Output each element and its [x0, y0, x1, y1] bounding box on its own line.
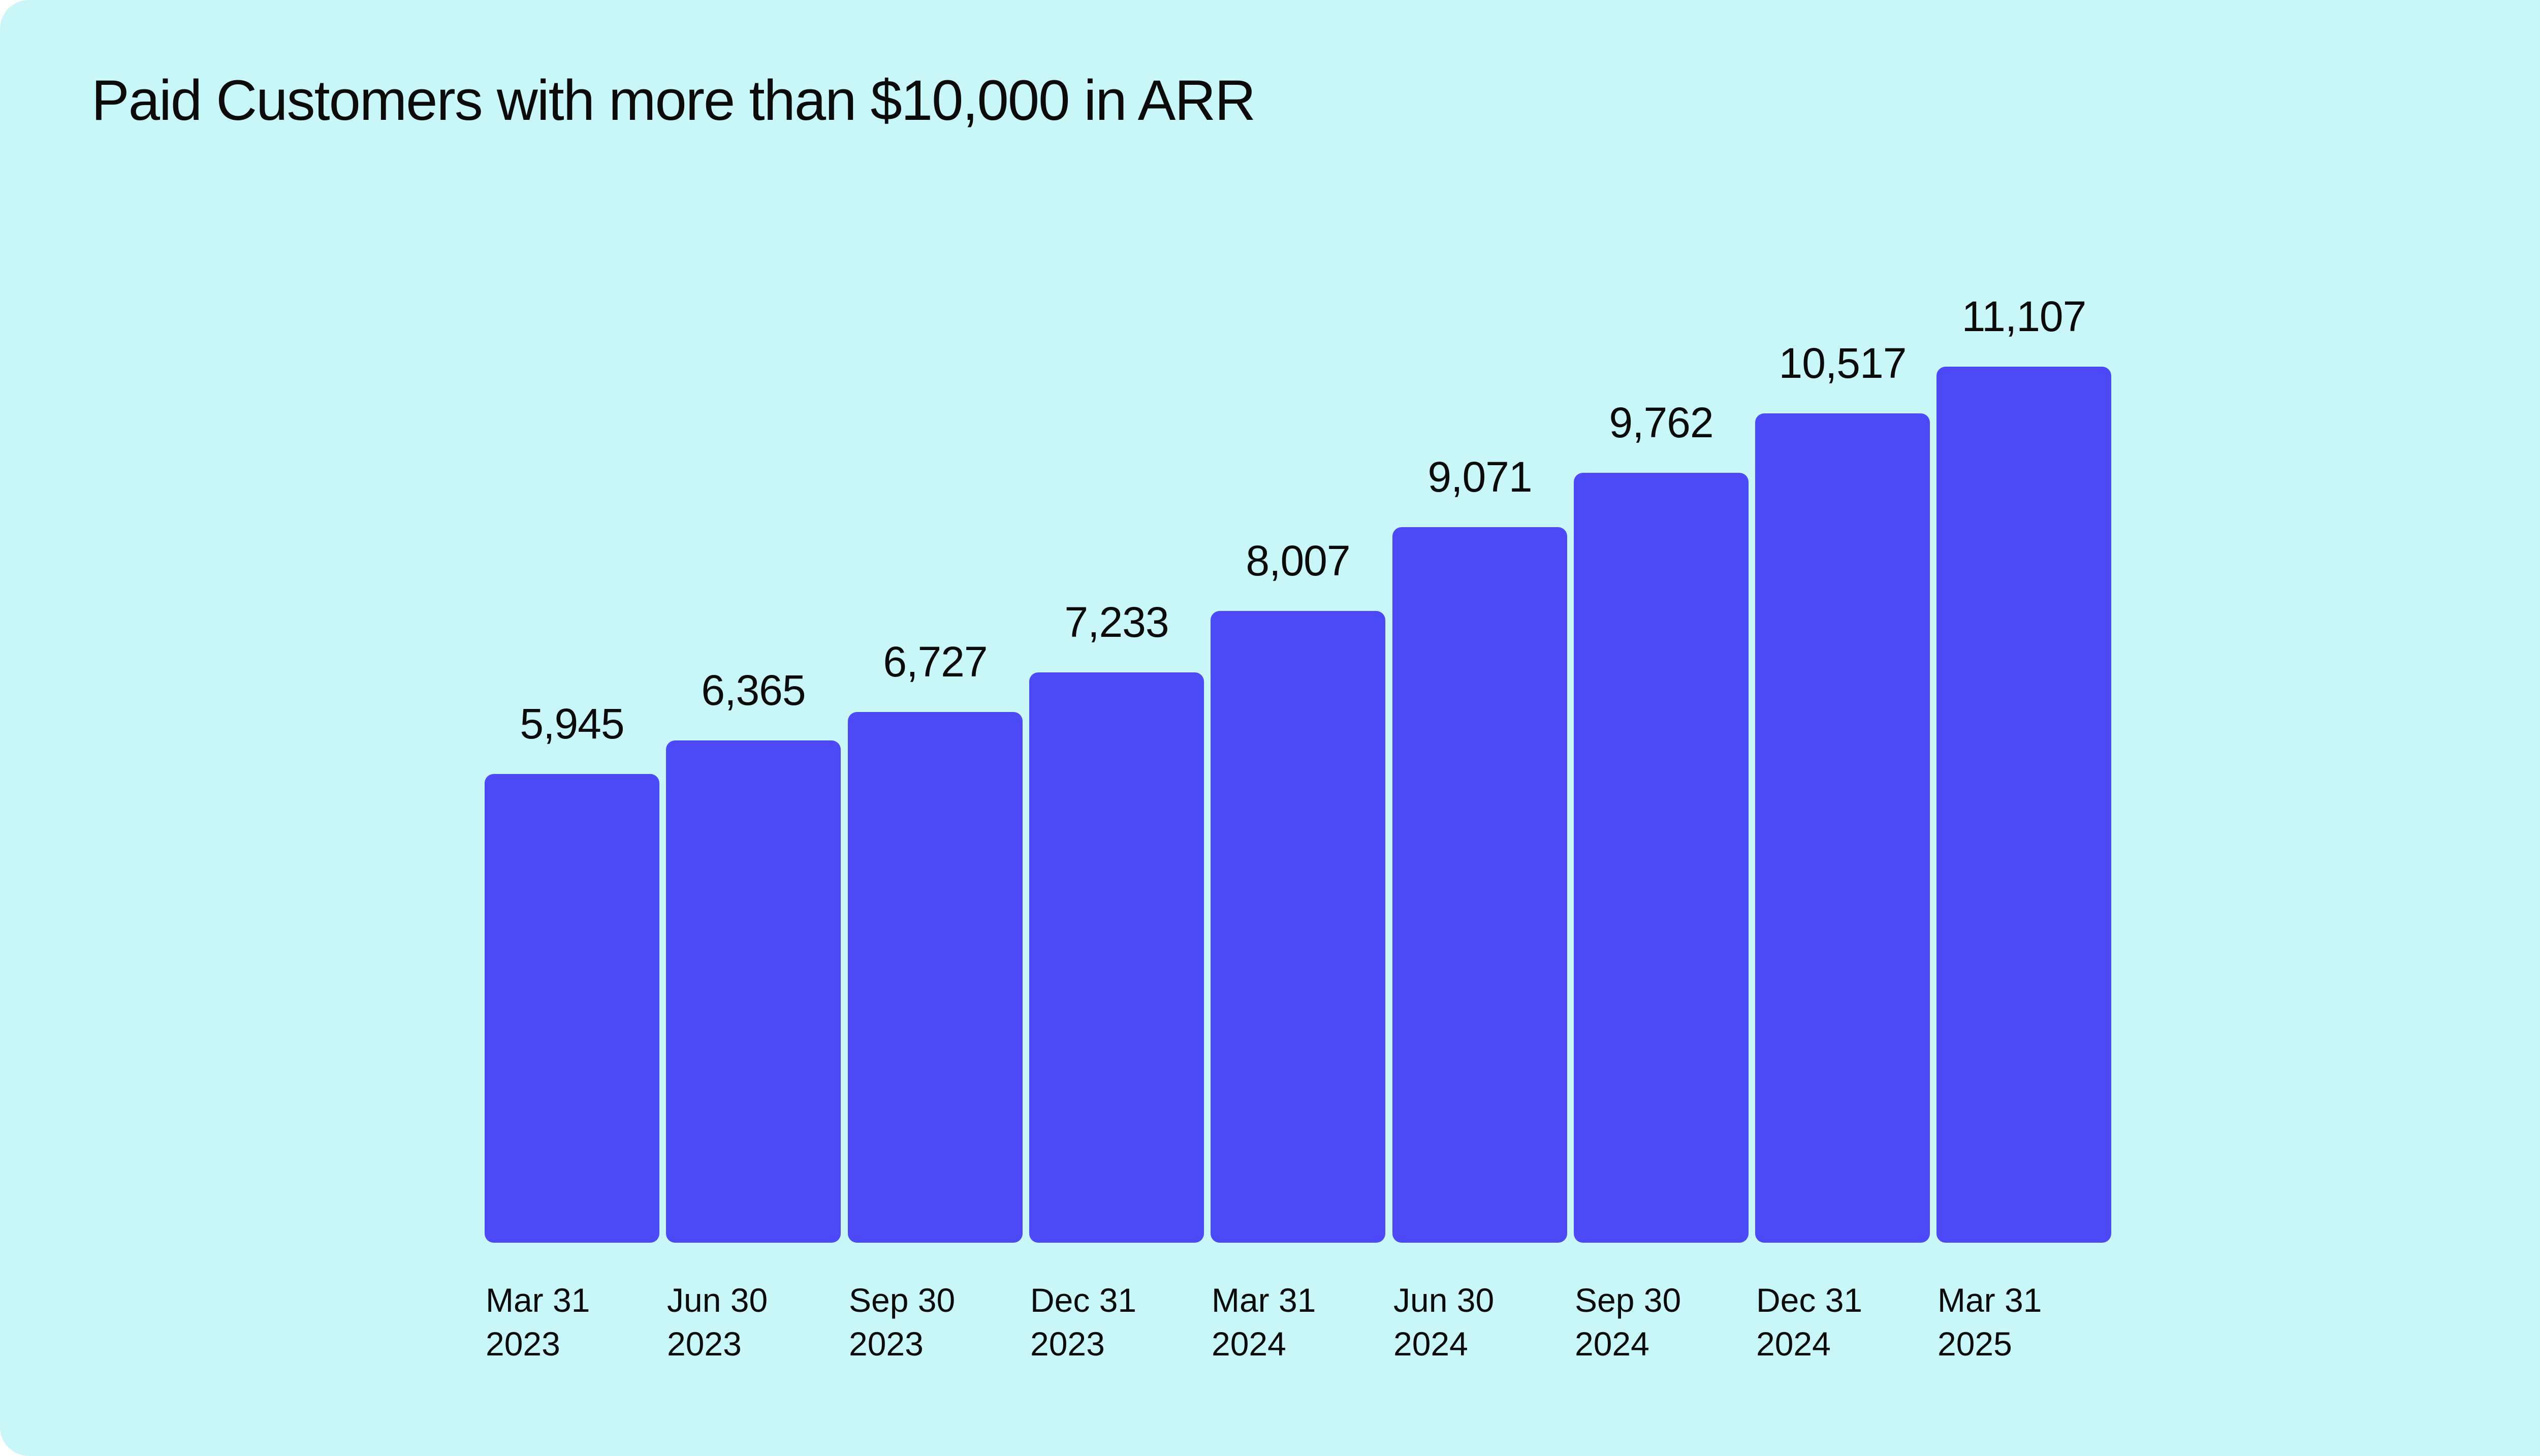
- x-axis-label-year: 2024: [1575, 1325, 1649, 1363]
- x-axis-label-date: Jun 30: [667, 1281, 768, 1319]
- bar-value-label: 9,762: [1609, 399, 1713, 447]
- bar-value-label: 7,233: [1064, 598, 1169, 646]
- x-axis-label: Jun 30 2024: [1393, 1278, 1609, 1366]
- chart-title: Paid Customers with more than $10,000 in…: [91, 69, 1256, 132]
- x-axis-label-date: Mar 31: [1938, 1281, 2042, 1319]
- x-axis-label-date: Dec 31: [1756, 1281, 1863, 1319]
- bar: [1392, 527, 1567, 1243]
- bar-value-label: 10,517: [1779, 339, 1907, 387]
- x-axis-label-year: 2025: [1938, 1325, 2012, 1363]
- x-axis-label: Dec 31 2024: [1756, 1278, 1972, 1366]
- x-axis-label: Sep 30 2024: [1575, 1278, 1790, 1366]
- x-axis-label: Mar 31 2023: [486, 1278, 701, 1366]
- x-axis-label-year: 2023: [1030, 1325, 1105, 1363]
- bar: [1755, 413, 1930, 1243]
- x-axis-label: Sep 30 2023: [849, 1278, 1064, 1366]
- x-axis-label: Dec 31 2023: [1030, 1278, 1246, 1366]
- x-axis-label: Mar 31 2024: [1212, 1278, 1427, 1366]
- bar-value-label: 6,727: [883, 638, 988, 686]
- x-axis-label-date: Jun 30: [1393, 1281, 1495, 1319]
- bar: [666, 740, 841, 1243]
- x-axis-label-date: Dec 31: [1030, 1281, 1137, 1319]
- x-axis-label-year: 2023: [486, 1325, 560, 1363]
- bar: [1029, 672, 1204, 1243]
- bar: [485, 774, 659, 1243]
- x-axis-label-year: 2024: [1212, 1325, 1286, 1363]
- x-axis-label-date: Sep 30: [1575, 1281, 1681, 1319]
- bar: [1211, 611, 1385, 1243]
- bar-value-label: 5,945: [520, 700, 624, 748]
- x-axis-label-date: Sep 30: [849, 1281, 956, 1319]
- x-axis-label: Jun 30 2023: [667, 1278, 882, 1366]
- bar-value-label: 9,071: [1427, 453, 1532, 501]
- bar-value-label: 6,365: [701, 666, 806, 715]
- x-axis-label-year: 2024: [1756, 1325, 1831, 1363]
- bar-chart: 5,945 Mar 31 2023 6,365 Jun 30 2023 6,727 Sep 3…: [485, 284, 2115, 1363]
- bar-value-label: 8,007: [1246, 537, 1350, 585]
- bar: [1936, 367, 2111, 1243]
- bar-value-label: 11,107: [1961, 293, 2087, 341]
- x-axis-label-year: 2023: [849, 1325, 924, 1363]
- x-axis-label-year: 2023: [667, 1325, 742, 1363]
- bar: [1574, 473, 1749, 1243]
- x-axis-label: Mar 31 2025: [1938, 1278, 2153, 1366]
- x-axis-label-year: 2024: [1393, 1325, 1468, 1363]
- x-axis-label-date: Mar 31: [1212, 1281, 1316, 1319]
- x-axis-label-date: Mar 31: [486, 1281, 590, 1319]
- bar: [848, 712, 1023, 1243]
